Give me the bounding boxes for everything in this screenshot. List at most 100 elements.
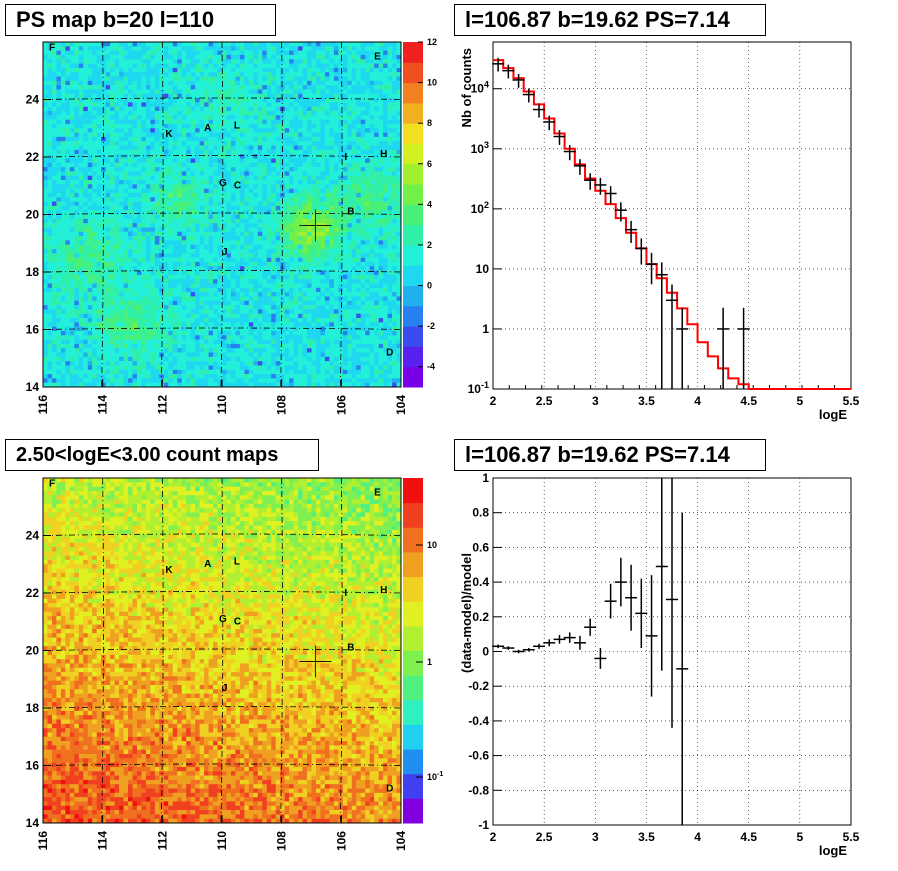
map-pixel bbox=[163, 249, 169, 254]
map-pixel bbox=[168, 188, 174, 194]
map-pixel bbox=[262, 188, 268, 194]
map-pixel bbox=[239, 132, 245, 138]
map-pixel bbox=[168, 67, 174, 73]
map-pixel bbox=[186, 184, 191, 189]
map-pixel bbox=[244, 80, 250, 86]
map-pixel bbox=[128, 115, 133, 120]
map-pixel bbox=[298, 119, 303, 125]
map-pixel bbox=[230, 305, 236, 310]
map-pixel bbox=[253, 111, 259, 116]
map-pixel bbox=[226, 348, 232, 353]
map-pixel bbox=[307, 214, 312, 220]
map-pixel bbox=[208, 154, 214, 159]
map-pixel bbox=[87, 214, 93, 220]
map-pixel bbox=[253, 54, 259, 60]
map-pixel bbox=[43, 318, 48, 323]
map-pixel bbox=[186, 42, 191, 47]
map-pixel bbox=[105, 283, 111, 289]
map-pixel bbox=[83, 93, 89, 99]
map-pixel bbox=[105, 382, 111, 388]
map-pixel bbox=[69, 119, 75, 125]
map-pixel bbox=[47, 335, 53, 340]
map-pixel bbox=[190, 188, 196, 194]
map-pixel bbox=[248, 205, 254, 211]
map-pixel bbox=[110, 214, 115, 220]
map-pixel bbox=[213, 59, 218, 64]
map-pixel bbox=[136, 305, 142, 310]
map-pixel bbox=[222, 175, 227, 181]
map-pixel bbox=[60, 98, 66, 103]
map-pixel bbox=[87, 274, 93, 280]
map-pixel bbox=[262, 218, 268, 224]
map-pixel bbox=[119, 54, 124, 60]
map-pixel bbox=[186, 274, 191, 280]
map-pixel bbox=[47, 180, 53, 185]
map-pixel bbox=[136, 210, 142, 215]
map-pixel bbox=[168, 192, 174, 198]
map-pixel bbox=[271, 197, 276, 202]
map-pixel bbox=[190, 119, 196, 125]
map-pixel bbox=[47, 244, 53, 250]
map-pixel bbox=[163, 309, 169, 314]
map-pixel bbox=[262, 300, 268, 306]
map-pixel bbox=[262, 283, 268, 289]
map-pixel bbox=[311, 369, 317, 375]
map-pixel bbox=[43, 205, 48, 211]
map-pixel bbox=[253, 145, 259, 151]
map-pixel bbox=[51, 378, 57, 383]
map-pixel bbox=[226, 244, 232, 250]
map-pixel bbox=[181, 253, 187, 258]
map-pixel bbox=[101, 318, 106, 323]
map-pixel bbox=[302, 167, 308, 172]
map-pixel bbox=[96, 128, 102, 133]
map-pixel bbox=[289, 309, 294, 314]
map-pixel bbox=[105, 365, 111, 371]
map-pixel bbox=[83, 356, 89, 362]
map-pixel bbox=[199, 382, 205, 388]
map-pixel bbox=[150, 365, 156, 371]
map-pixel bbox=[257, 72, 263, 77]
map-pixel bbox=[43, 192, 48, 198]
map-pixel bbox=[132, 244, 138, 250]
map-pixel bbox=[47, 158, 53, 164]
map-pixel bbox=[226, 343, 232, 349]
map-pixel bbox=[257, 257, 263, 263]
map-pixel bbox=[150, 266, 156, 271]
map-pixel bbox=[141, 80, 147, 86]
map-pixel bbox=[244, 98, 250, 103]
map-pixel bbox=[150, 67, 156, 73]
map-pixel bbox=[132, 249, 138, 254]
map-pixel bbox=[186, 279, 191, 284]
map-pixel bbox=[315, 210, 321, 215]
map-pixel bbox=[307, 378, 312, 383]
map-pixel bbox=[105, 171, 111, 176]
map-pixel bbox=[315, 236, 321, 241]
map-pixel bbox=[239, 218, 245, 224]
map-pixel bbox=[47, 227, 53, 233]
map-pixel bbox=[74, 231, 80, 237]
map-pixel bbox=[248, 309, 254, 314]
map-pixel bbox=[244, 72, 250, 77]
map-pixel bbox=[74, 227, 80, 233]
map-pixel bbox=[257, 305, 263, 310]
map-pixel bbox=[235, 210, 241, 215]
map-pixel bbox=[163, 343, 169, 349]
map-pixel bbox=[60, 50, 66, 56]
map-pixel bbox=[302, 85, 308, 90]
map-pixel bbox=[271, 365, 276, 371]
map-pixel bbox=[132, 197, 138, 202]
map-pixel bbox=[141, 253, 147, 258]
map-pixel bbox=[96, 236, 102, 241]
map-pixel bbox=[60, 223, 66, 228]
map-pixel bbox=[101, 63, 106, 69]
map-pixel bbox=[159, 300, 165, 306]
map-pixel bbox=[190, 80, 196, 86]
map-pixel bbox=[128, 374, 133, 379]
map-pixel bbox=[244, 279, 250, 284]
map-pixel bbox=[132, 322, 138, 327]
map-pixel bbox=[43, 42, 48, 47]
map-pixel bbox=[186, 98, 191, 103]
map-pixel bbox=[136, 223, 142, 228]
map-pixel bbox=[132, 132, 138, 138]
map-pixel bbox=[280, 136, 285, 142]
